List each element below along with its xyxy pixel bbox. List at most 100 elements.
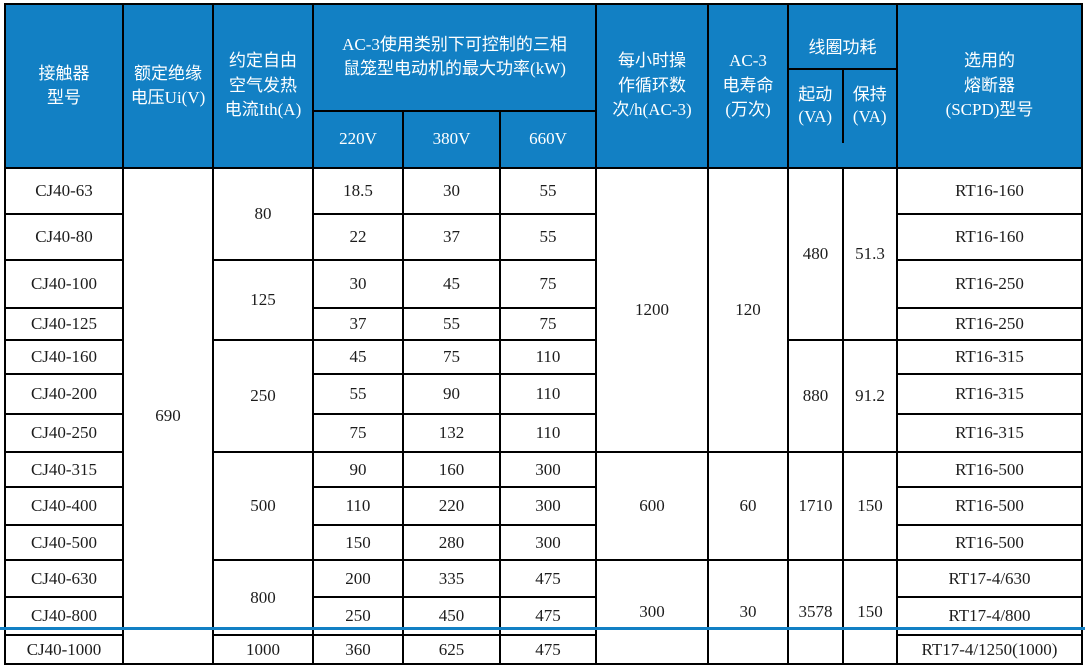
kw-380-cell: 625: [402, 634, 501, 665]
model-cell: CJ40-315: [4, 451, 124, 489]
fuse-cell: RT16-250: [896, 307, 1083, 342]
fuse-cell: RT16-315: [896, 339, 1083, 376]
header-rated-voltage: 额定绝缘 电压Ui(V): [122, 2, 214, 170]
fuse-cell: RT16-315: [896, 373, 1083, 416]
header-row-voltages: 220V 380V 660V: [5, 109, 1082, 170]
table-row: CJ40-80 22 37 55 RT16-160: [4, 213, 1083, 262]
model-cell: CJ40-200: [4, 373, 124, 416]
kw-380-cell: 45: [402, 259, 501, 310]
coil-hold-cell: 91.2: [842, 339, 898, 454]
model-cell: CJ40-400: [4, 486, 124, 527]
kw-660-cell: 475: [499, 559, 597, 599]
kw-380-cell: 90: [402, 373, 501, 416]
kw-220-cell: 360: [312, 634, 404, 665]
kw-220-cell: 90: [312, 451, 404, 489]
table-row: CJ40-400 110 220 300 RT16-500: [4, 486, 1083, 527]
fuse-cell: RT17-4/1250(1000): [896, 634, 1083, 665]
fuse-cell: RT16-160: [896, 167, 1083, 216]
life-cell: 60: [707, 451, 789, 562]
kw-660-cell: 110: [499, 339, 597, 376]
kw-660-cell: 110: [499, 413, 597, 454]
kw-220-cell: 75: [312, 413, 404, 454]
kw-660-cell: 475: [499, 634, 597, 665]
table-row: CJ40-100 125 30 45 75 RT16-250: [4, 259, 1083, 342]
kw-380-cell: 220: [402, 486, 501, 527]
coil-hold-cell: 51.3: [842, 167, 898, 342]
table-row: CJ40-63 690 80 18.5 30 55 1200 120 480 5…: [4, 167, 1083, 665]
header-contactor-model: 接触器 型号: [4, 2, 124, 170]
kw-220-cell: 37: [312, 307, 404, 342]
cycles-cell: 600: [595, 451, 709, 562]
kw-380-cell: 75: [402, 339, 501, 376]
coil-start-cell: 3578: [787, 559, 844, 665]
life-cell: 30: [707, 559, 789, 665]
header-ac3-power-group: AC-3使用类别下可控制的三相 鼠笼型电动机的最大功率(kW): [312, 3, 597, 112]
kw-380-cell: 132: [402, 413, 501, 454]
thermal-current-cell: 500: [212, 451, 314, 562]
kw-220-cell: 55: [312, 373, 404, 416]
kw-380-cell: 55: [402, 307, 501, 342]
kw-220-cell: 45: [312, 339, 404, 376]
model-cell: CJ40-630: [4, 559, 124, 599]
coil-hold-cell: 150: [842, 451, 898, 562]
thermal-current-cell: 250: [212, 339, 314, 454]
fuse-cell: RT16-250: [896, 259, 1083, 310]
table-row: CJ40-315 500 90 160 300 600 60 1710 150 …: [4, 451, 1083, 562]
kw-660-cell: 75: [499, 307, 597, 342]
cycles-cell: 1200: [595, 167, 709, 454]
header-fuse-type: 选用的 熔断器 (SCPD)型号: [896, 2, 1083, 170]
kw-660-cell: 110: [499, 373, 597, 416]
kw-220-cell: 200: [312, 559, 404, 599]
header-220v: 220V: [312, 109, 404, 170]
kw-380-cell: 335: [402, 559, 501, 599]
kw-660-cell: 300: [499, 451, 597, 489]
kw-380-cell: 280: [402, 524, 501, 562]
bottom-blue-rule: [0, 627, 1085, 630]
cycles-cell: 300: [595, 559, 709, 665]
header-thermal-current: 约定自由 空气发热 电流Ith(A): [212, 2, 314, 170]
kw-660-cell: 55: [499, 167, 597, 216]
model-cell: CJ40-160: [4, 339, 124, 376]
fuse-cell: RT16-315: [896, 413, 1083, 454]
table-body: CJ40-63 690 80 18.5 30 55 1200 120 480 5…: [4, 167, 1083, 665]
kw-380-cell: 30: [402, 167, 501, 216]
header-ac3-life: AC-3 电寿命 (万次): [707, 2, 789, 170]
fuse-cell: RT16-500: [896, 451, 1083, 489]
model-cell: CJ40-500: [4, 524, 124, 562]
life-cell: 120: [707, 167, 789, 454]
table-row: CJ40-160 250 45 75 110 880 91.2 RT16-315: [4, 339, 1083, 454]
table-row: CJ40-125 37 55 75 RT16-250: [4, 307, 1083, 342]
thermal-current-cell: 80: [212, 167, 314, 262]
table-row: CJ40-500 150 280 300 RT16-500: [4, 524, 1083, 562]
header-660v: 660V: [499, 109, 597, 170]
fuse-cell: RT16-500: [896, 524, 1083, 562]
coil-power-wrap: 线圈功耗 起动 (VA) 保持 (VA): [790, 30, 895, 143]
model-cell: CJ40-250: [4, 413, 124, 454]
rated-voltage-cell: 690: [122, 167, 214, 665]
model-cell: CJ40-1000: [4, 634, 124, 665]
header-row-main: 接触器 型号 额定绝缘 电压Ui(V) 约定自由 空气发热 电流Ith(A) A…: [4, 2, 1083, 170]
kw-380-cell: 160: [402, 451, 501, 489]
coil-start-cell: 1710: [787, 451, 844, 562]
coil-start-cell: 480: [787, 167, 844, 342]
thermal-current-cell: 1000: [212, 634, 314, 665]
kw-660-cell: 300: [499, 486, 597, 527]
model-cell: CJ40-100: [4, 259, 124, 310]
contactor-spec-table: 接触器 型号 额定绝缘 电压Ui(V) 约定自由 空气发热 电流Ith(A) A…: [4, 2, 1083, 665]
kw-660-cell: 75: [499, 259, 597, 310]
kw-220-cell: 30: [312, 259, 404, 310]
model-cell: CJ40-63: [4, 167, 124, 216]
coil-power-subheaders: 起动 (VA) 保持 (VA): [790, 69, 895, 143]
model-cell: CJ40-80: [4, 213, 124, 262]
header-hold-va: 保持 (VA): [852, 85, 887, 127]
header-operating-cycles: 每小时操 作循环数 次/h(AC-3): [595, 2, 709, 170]
kw-220-cell: 22: [312, 213, 404, 262]
coil-hold-cell: 150: [842, 559, 898, 665]
table-header: 接触器 型号 额定绝缘 电压Ui(V) 约定自由 空气发热 电流Ith(A) A…: [4, 2, 1083, 170]
kw-220-cell: 18.5: [312, 167, 404, 216]
kw-220-cell: 110: [312, 486, 404, 527]
fuse-cell: RT16-160: [896, 213, 1083, 262]
header-coil-power: 线圈功耗: [790, 30, 895, 70]
kw-660-cell: 55: [499, 213, 597, 262]
